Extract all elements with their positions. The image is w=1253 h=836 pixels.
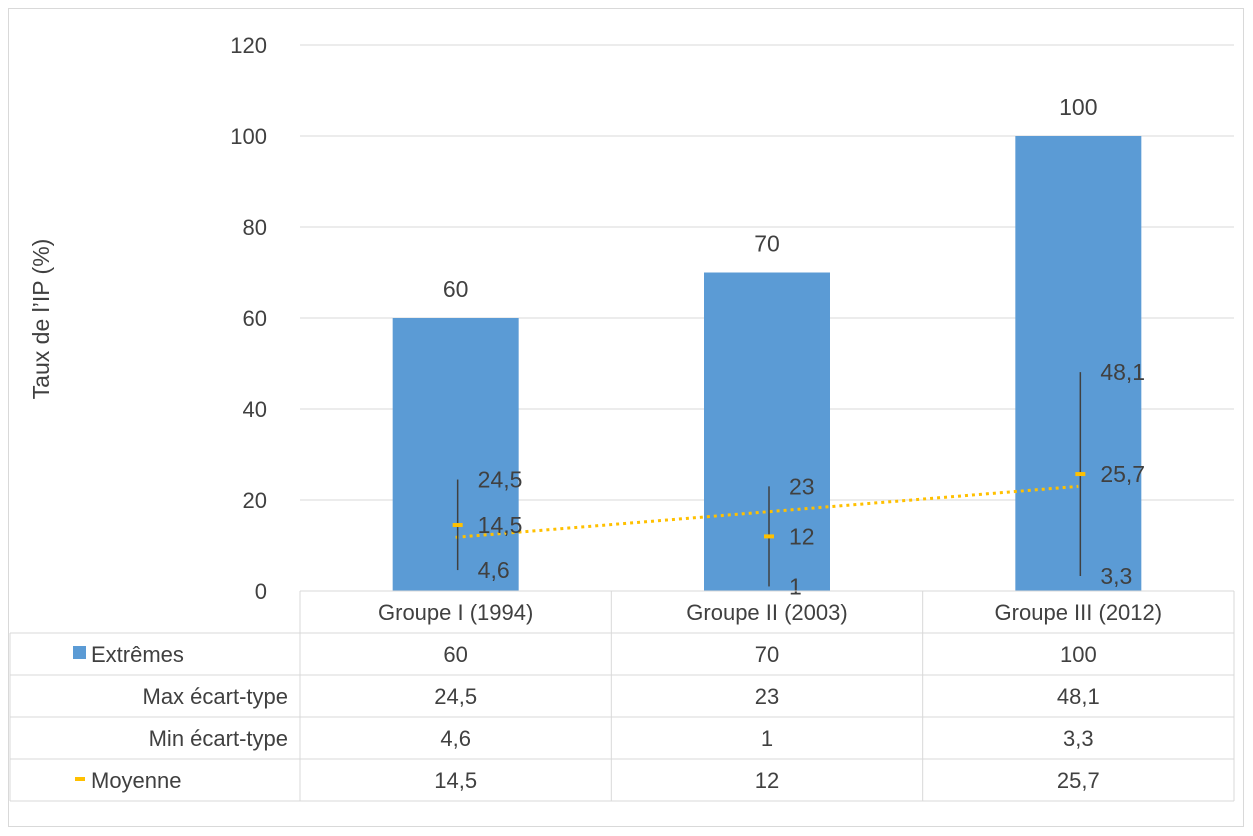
bar [1015, 136, 1142, 591]
table-cell: 70 [755, 642, 779, 667]
mean-marker [1075, 472, 1086, 477]
table-cell: 3,3 [1063, 726, 1094, 751]
chart: 0 20 40 60 80 100 120 60 70 100 24,5 14,5 4,6 23 12 1… [9, 33, 1235, 802]
overlay-layer: 24,5 14,5 4,6 23 12 1 48,1 25,7 3,3 [452, 359, 1145, 599]
table-cell: 23 [755, 684, 779, 709]
mean-label: 25,7 [1100, 461, 1145, 487]
table-cell: 48,1 [1057, 684, 1100, 709]
mean-marker [764, 534, 774, 539]
row-header: Extrêmes [91, 642, 184, 667]
mean-label: 14,5 [478, 512, 523, 538]
bar-value-label: 100 [1059, 94, 1097, 120]
y-axis-title: Taux de l’IP (%) [28, 239, 54, 400]
min-label: 3,3 [1100, 563, 1132, 589]
row-header: Min écart-type [149, 726, 288, 751]
y-tick-label: 80 [243, 215, 267, 240]
max-label: 23 [789, 473, 815, 499]
y-tick-label: 60 [243, 306, 267, 331]
table-cell: 60 [443, 642, 467, 667]
chart-frame: 0 20 40 60 80 100 120 60 70 100 24,5 14,5 4,6 23 12 1… [8, 8, 1244, 827]
table-cell: 4,6 [440, 726, 471, 751]
category-label: Groupe III (2012) [995, 600, 1163, 625]
table-cell: 25,7 [1057, 768, 1100, 793]
legend-key [73, 646, 86, 659]
y-tick-label: 120 [230, 33, 267, 58]
y-tick-label: 20 [243, 488, 267, 513]
table-cell: 1 [761, 726, 773, 751]
data-table: Groupe I (1994) Groupe II (2003) Groupe II… [9, 590, 1235, 802]
table-cell: 24,5 [434, 684, 477, 709]
bar-value-label: 60 [443, 276, 469, 302]
bar [392, 318, 519, 591]
y-tick-label: 100 [230, 124, 267, 149]
min-label: 1 [789, 573, 802, 599]
bar-value-label: 70 [754, 231, 780, 257]
table-cell: 100 [1060, 642, 1097, 667]
max-label: 24,5 [478, 467, 523, 493]
table-cell: 14,5 [434, 768, 477, 793]
row-header: Max écart-type [143, 684, 289, 709]
table-cell: 12 [755, 768, 779, 793]
trendline [455, 484, 1079, 539]
y-tick-label: 40 [243, 397, 267, 422]
mean-marker [452, 523, 463, 528]
bar-layer: 60 70 100 [392, 94, 1142, 591]
mean-label: 12 [789, 523, 815, 549]
min-label: 4,6 [478, 557, 510, 583]
legend-key [75, 777, 85, 781]
category-label: Groupe I (1994) [378, 600, 533, 625]
category-label: Groupe II (2003) [686, 600, 847, 625]
row-header: Moyenne [91, 768, 182, 793]
y-tick-label: 0 [255, 579, 267, 604]
max-label: 48,1 [1100, 359, 1145, 385]
